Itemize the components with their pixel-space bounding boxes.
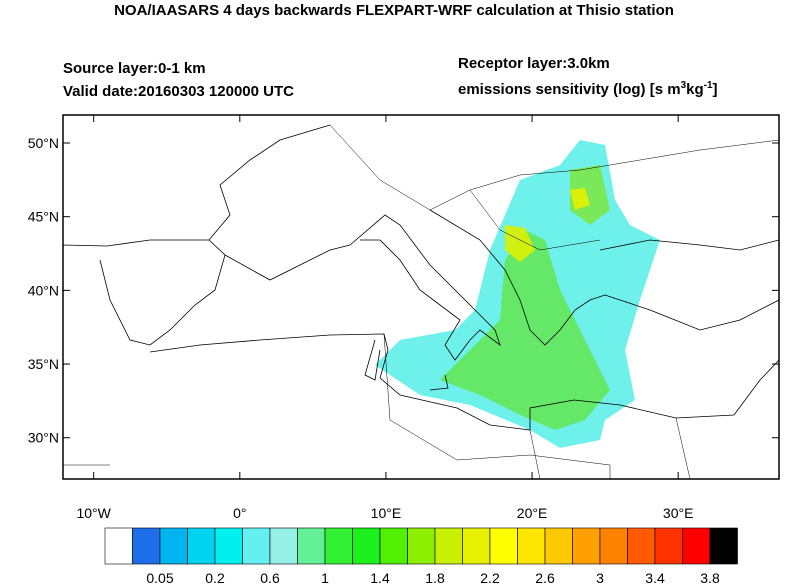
colorbar-label: 3.8 <box>700 570 720 585</box>
units-text: ] <box>713 81 718 98</box>
colorbar-box <box>599 527 628 565</box>
lon-tick-label: 30°E <box>663 505 694 521</box>
lat-tick-label: 50°N <box>28 135 59 151</box>
map <box>62 114 780 480</box>
colorbar-box <box>159 527 188 565</box>
colorbar-box <box>104 527 133 565</box>
lon-tick-label: 10°W <box>76 505 111 521</box>
colorbar-box <box>544 527 573 565</box>
colorbar-box <box>654 527 683 565</box>
colorbar-label: 2.2 <box>480 570 500 585</box>
colorbar-label: 1 <box>321 570 329 585</box>
plume-high <box>505 225 535 262</box>
title: NOA/IAASARS 4 days backwards FLEXPART-WR… <box>114 2 674 19</box>
receptor-layer: Receptor layer:3.0km <box>458 55 610 72</box>
lon-tick-label: 0° <box>233 505 246 521</box>
map-frame <box>62 114 780 480</box>
colorbar-box <box>407 527 436 565</box>
valid-date: Valid date:20160303 120000 UTC <box>63 83 294 100</box>
lat-tick-label: 30°N <box>28 430 59 446</box>
colorbar-box <box>489 527 518 565</box>
colorbar-label: 0.05 <box>146 570 173 585</box>
colorbar-box <box>517 527 546 565</box>
lon-tick-label: 10°E <box>371 505 402 521</box>
units-sup: -1 <box>704 80 713 91</box>
units-text: emissions sensitivity (log) [s m <box>458 81 681 98</box>
colorbar-box <box>187 527 216 565</box>
coastline <box>63 124 779 431</box>
colorbar-box <box>269 527 298 565</box>
colorbar-box <box>379 527 408 565</box>
plume-mid <box>570 165 610 225</box>
colorbar-box <box>682 527 711 565</box>
colorbar-box <box>572 527 601 565</box>
plume-mid <box>440 230 610 430</box>
colorbar-label: 1.4 <box>370 570 390 585</box>
colorbar-box <box>214 527 243 565</box>
units-label: emissions sensitivity (log) [s m3kg-1] <box>458 80 718 98</box>
units-text: kg <box>686 81 704 98</box>
plume-high <box>570 188 590 210</box>
lon-tick-label: 20°E <box>517 505 548 521</box>
colorbar-label: 0.2 <box>205 570 225 585</box>
colorbar-box <box>434 527 463 565</box>
colorbar-box <box>297 527 326 565</box>
units-sup: 3 <box>681 80 687 91</box>
colorbar-label: 0.6 <box>260 570 280 585</box>
colorbar-box <box>242 527 271 565</box>
colorbar-box <box>324 527 353 565</box>
lat-tick-label: 40°N <box>28 282 59 298</box>
lat-tick-label: 35°N <box>28 356 59 372</box>
colorbar-box <box>462 527 491 565</box>
source-layer: Source layer:0-1 km <box>63 60 206 77</box>
colorbar-box <box>709 527 738 565</box>
lat-tick-label: 45°N <box>28 209 59 225</box>
colorbar-label: 2.6 <box>535 570 555 585</box>
colorbar-label: 3.4 <box>645 570 665 585</box>
colorbar-label: 3 <box>596 570 604 585</box>
colorbar-box <box>352 527 381 565</box>
colorbar-box <box>627 527 656 565</box>
colorbar-label: 1.8 <box>425 570 445 585</box>
colorbar-box <box>132 527 161 565</box>
borders <box>63 124 779 479</box>
